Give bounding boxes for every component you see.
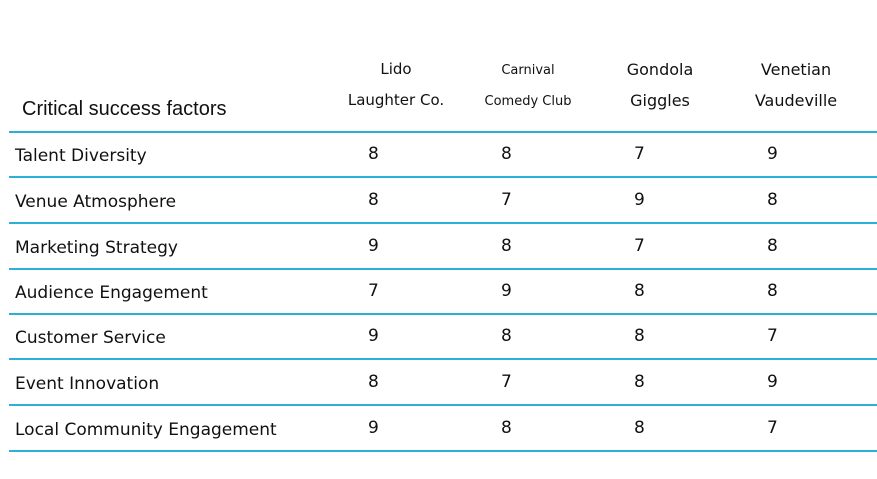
table-cell: 8 [767, 190, 778, 210]
table-cell: 8 [368, 144, 379, 164]
table-cell: 8 [501, 144, 512, 164]
row-divider-line [9, 450, 877, 452]
row-divider-line [9, 268, 877, 270]
table-cell: 8 [368, 190, 379, 210]
column-header-1-line1: Lido [380, 60, 412, 78]
table-cell: 7 [634, 236, 645, 256]
table-cell: 8 [634, 372, 645, 392]
table-cell: 8 [634, 281, 645, 301]
row-divider-line [9, 358, 877, 360]
table-cell: 9 [767, 372, 778, 392]
row-label: Audience Engagement [15, 283, 208, 303]
row-divider-line [9, 313, 877, 315]
row-divider-line [9, 404, 877, 406]
row-divider-line [9, 222, 877, 224]
table-cell: 9 [767, 144, 778, 164]
table-cell: 8 [368, 372, 379, 392]
row-label: Customer Service [15, 328, 166, 348]
table-cell: 9 [368, 418, 379, 438]
table-cell: 7 [767, 326, 778, 346]
column-header-3-line2: Giggles [630, 91, 690, 110]
table-header-label: Critical success factors [22, 98, 227, 120]
row-label: Event Innovation [15, 374, 160, 394]
table-cell: 8 [634, 326, 645, 346]
table-cell: 7 [368, 281, 379, 301]
table-cell: 8 [501, 418, 512, 438]
column-header-2-line1: Carnival [501, 63, 555, 78]
table-cell: 7 [634, 144, 645, 164]
table-cell: 9 [634, 190, 645, 210]
table-cell: 9 [501, 281, 512, 301]
row-label: Marketing Strategy [15, 238, 178, 258]
table-cell: 7 [501, 372, 512, 392]
table-cell: 7 [501, 190, 512, 210]
table-cell: 8 [501, 326, 512, 346]
table-cell: 8 [767, 281, 778, 301]
column-header-4-line1: Venetian [760, 60, 832, 79]
table-cell: 8 [634, 418, 645, 438]
column-header-1-line2: Laughter Co. [347, 91, 445, 109]
table-cell: 9 [368, 326, 379, 346]
header-divider-line [9, 131, 877, 133]
column-header-3-line1: Gondola [626, 60, 694, 79]
table-cell: 8 [501, 236, 512, 256]
table-cell: 9 [368, 236, 379, 256]
column-header-2-line2: Comedy Club [484, 94, 572, 109]
row-label: Venue Atmosphere [15, 192, 177, 212]
row-label: Talent Diversity [15, 146, 147, 166]
row-label: Local Community Engagement [15, 420, 277, 440]
table-cell: 7 [767, 418, 778, 438]
column-header-4-line2: Vaudeville [754, 91, 838, 110]
table-cell: 8 [767, 236, 778, 256]
row-divider-line [9, 176, 877, 178]
